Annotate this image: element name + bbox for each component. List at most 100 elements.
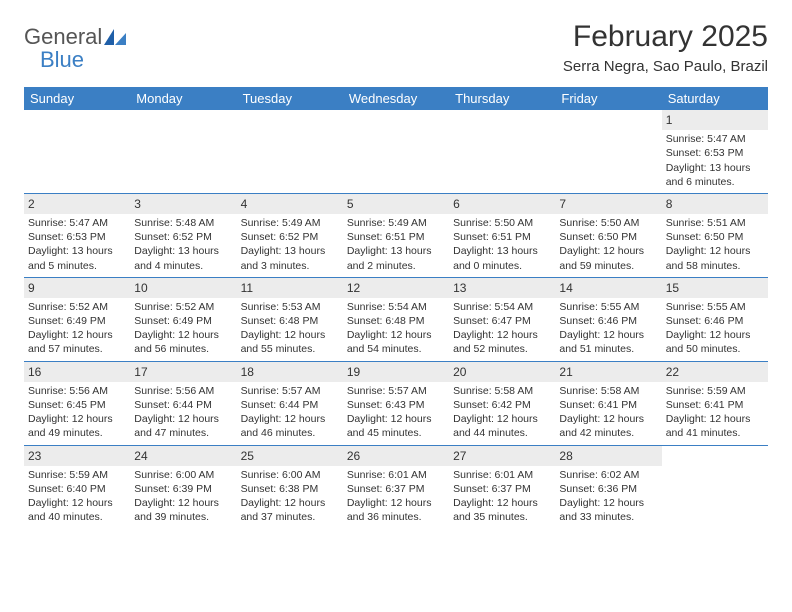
day-content: Sunrise: 5:59 AMSunset: 6:41 PMDaylight:… [662,382,768,445]
daylight-text: Daylight: 12 hours and 52 minutes. [453,328,551,356]
day-number: 24 [130,446,236,466]
sunrise-text: Sunrise: 6:00 AM [134,468,232,482]
daylight-text: Daylight: 12 hours and 46 minutes. [241,412,339,440]
sunset-text: Sunset: 6:41 PM [666,398,764,412]
day-number: 18 [237,362,343,382]
day-number: 27 [449,446,555,466]
day-number: 17 [130,362,236,382]
day-cell [237,110,343,193]
day-cell: 4Sunrise: 5:49 AMSunset: 6:52 PMDaylight… [237,194,343,277]
day-content [237,114,343,120]
sunrise-text: Sunrise: 5:47 AM [666,132,764,146]
day-cell: 19Sunrise: 5:57 AMSunset: 6:43 PMDayligh… [343,362,449,445]
sunrise-text: Sunrise: 6:00 AM [241,468,339,482]
day-number: 15 [662,278,768,298]
sunrise-text: Sunrise: 5:56 AM [28,384,126,398]
day-cell: 11Sunrise: 5:53 AMSunset: 6:48 PMDayligh… [237,278,343,361]
day-content [130,114,236,120]
sunset-text: Sunset: 6:38 PM [241,482,339,496]
day-cell: 22Sunrise: 5:59 AMSunset: 6:41 PMDayligh… [662,362,768,445]
sunrise-text: Sunrise: 5:50 AM [453,216,551,230]
week-row: 16Sunrise: 5:56 AMSunset: 6:45 PMDayligh… [24,362,768,446]
daylight-text: Daylight: 12 hours and 57 minutes. [28,328,126,356]
sunset-text: Sunset: 6:48 PM [241,314,339,328]
day-cell: 25Sunrise: 6:00 AMSunset: 6:38 PMDayligh… [237,446,343,529]
sunrise-text: Sunrise: 5:59 AM [666,384,764,398]
daylight-text: Daylight: 12 hours and 47 minutes. [134,412,232,440]
day-number: 7 [555,194,661,214]
sunset-text: Sunset: 6:41 PM [559,398,657,412]
sunset-text: Sunset: 6:50 PM [666,230,764,244]
day-header-monday: Monday [130,87,236,110]
day-number: 28 [555,446,661,466]
brand-name-part1: General [24,24,102,49]
day-content: Sunrise: 5:55 AMSunset: 6:46 PMDaylight:… [555,298,661,361]
day-cell: 10Sunrise: 5:52 AMSunset: 6:49 PMDayligh… [130,278,236,361]
day-cell: 2Sunrise: 5:47 AMSunset: 6:53 PMDaylight… [24,194,130,277]
day-cell: 5Sunrise: 5:49 AMSunset: 6:51 PMDaylight… [343,194,449,277]
daylight-text: Daylight: 12 hours and 54 minutes. [347,328,445,356]
daylight-text: Daylight: 13 hours and 4 minutes. [134,244,232,272]
sunrise-text: Sunrise: 5:49 AM [241,216,339,230]
day-number: 1 [662,110,768,130]
day-number: 2 [24,194,130,214]
day-cell: 28Sunrise: 6:02 AMSunset: 6:36 PMDayligh… [555,446,661,529]
daylight-text: Daylight: 12 hours and 50 minutes. [666,328,764,356]
daylight-text: Daylight: 12 hours and 33 minutes. [559,496,657,524]
day-content: Sunrise: 5:57 AMSunset: 6:43 PMDaylight:… [343,382,449,445]
day-content: Sunrise: 6:02 AMSunset: 6:36 PMDaylight:… [555,466,661,529]
day-number: 26 [343,446,449,466]
sunset-text: Sunset: 6:52 PM [134,230,232,244]
weeks-container: 1Sunrise: 5:47 AMSunset: 6:53 PMDaylight… [24,110,768,528]
day-cell: 8Sunrise: 5:51 AMSunset: 6:50 PMDaylight… [662,194,768,277]
daylight-text: Daylight: 12 hours and 40 minutes. [28,496,126,524]
title-block: February 2025 Serra Negra, Sao Paulo, Br… [563,20,768,75]
day-content: Sunrise: 5:48 AMSunset: 6:52 PMDaylight:… [130,214,236,277]
day-cell: 13Sunrise: 5:54 AMSunset: 6:47 PMDayligh… [449,278,555,361]
week-row: 23Sunrise: 5:59 AMSunset: 6:40 PMDayligh… [24,446,768,529]
sunset-text: Sunset: 6:49 PM [134,314,232,328]
sunset-text: Sunset: 6:52 PM [241,230,339,244]
day-cell: 24Sunrise: 6:00 AMSunset: 6:39 PMDayligh… [130,446,236,529]
daylight-text: Daylight: 12 hours and 39 minutes. [134,496,232,524]
day-header-friday: Friday [555,87,661,110]
day-number: 13 [449,278,555,298]
sunrise-text: Sunrise: 5:57 AM [347,384,445,398]
sunset-text: Sunset: 6:45 PM [28,398,126,412]
sunrise-text: Sunrise: 6:02 AM [559,468,657,482]
daylight-text: Daylight: 12 hours and 55 minutes. [241,328,339,356]
day-cell: 1Sunrise: 5:47 AMSunset: 6:53 PMDaylight… [662,110,768,193]
month-title: February 2025 [563,20,768,54]
day-number: 3 [130,194,236,214]
day-cell [130,110,236,193]
day-content [449,114,555,120]
sunset-text: Sunset: 6:46 PM [666,314,764,328]
day-content: Sunrise: 5:52 AMSunset: 6:49 PMDaylight:… [24,298,130,361]
sunset-text: Sunset: 6:37 PM [453,482,551,496]
day-content: Sunrise: 5:50 AMSunset: 6:50 PMDaylight:… [555,214,661,277]
day-cell: 12Sunrise: 5:54 AMSunset: 6:48 PMDayligh… [343,278,449,361]
day-content: Sunrise: 5:57 AMSunset: 6:44 PMDaylight:… [237,382,343,445]
daylight-text: Daylight: 12 hours and 36 minutes. [347,496,445,524]
sunset-text: Sunset: 6:43 PM [347,398,445,412]
day-cell [555,110,661,193]
day-cell [449,110,555,193]
sunrise-text: Sunrise: 5:55 AM [666,300,764,314]
daylight-text: Daylight: 13 hours and 5 minutes. [28,244,126,272]
day-cell: 15Sunrise: 5:55 AMSunset: 6:46 PMDayligh… [662,278,768,361]
day-content: Sunrise: 5:52 AMSunset: 6:49 PMDaylight:… [130,298,236,361]
day-number: 21 [555,362,661,382]
sunset-text: Sunset: 6:46 PM [559,314,657,328]
daylight-text: Daylight: 12 hours and 41 minutes. [666,412,764,440]
location-text: Serra Negra, Sao Paulo, Brazil [563,58,768,75]
day-content: Sunrise: 5:55 AMSunset: 6:46 PMDaylight:… [662,298,768,361]
week-row: 1Sunrise: 5:47 AMSunset: 6:53 PMDaylight… [24,110,768,194]
sunrise-text: Sunrise: 5:58 AM [559,384,657,398]
day-number: 4 [237,194,343,214]
day-number: 11 [237,278,343,298]
day-content: Sunrise: 5:56 AMSunset: 6:44 PMDaylight:… [130,382,236,445]
day-content [24,114,130,120]
day-number: 20 [449,362,555,382]
sunrise-text: Sunrise: 5:54 AM [347,300,445,314]
day-cell [343,110,449,193]
